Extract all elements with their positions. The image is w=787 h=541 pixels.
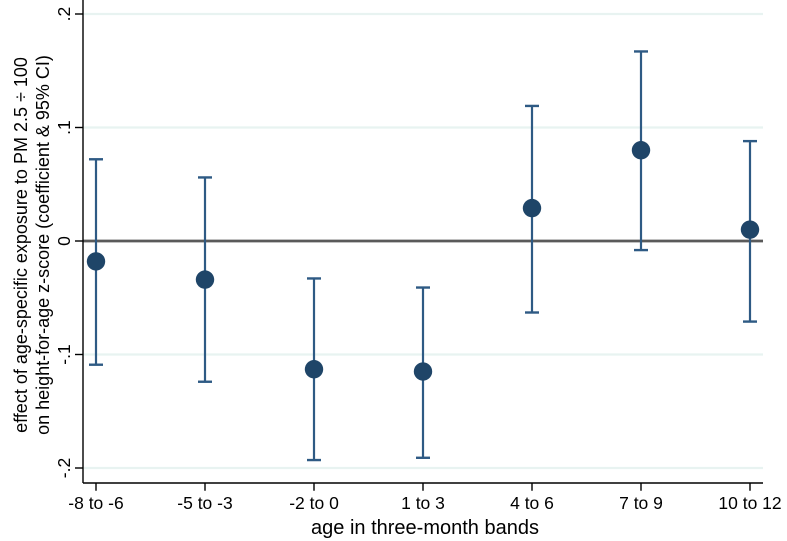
y-tick-label: .2 <box>54 7 74 22</box>
y-tick-label: -.2 <box>54 458 74 478</box>
y-tick-label: -.1 <box>54 344 74 364</box>
coefficient-marker <box>413 362 433 381</box>
x-tick-label: 10 to 12 <box>718 493 781 513</box>
x-tick-label: -5 to -3 <box>177 493 232 513</box>
data-layer <box>86 50 760 462</box>
ticks-layer: .2 .1 0 -.1 -.2 -8 to -6 -5 to -3 -2 to 0 1 to 3… <box>54 7 782 513</box>
x-axis-title: age in three-month bands <box>311 517 539 539</box>
y-tick-label: .1 <box>54 120 74 135</box>
y-axis-title-line1: effect of age-specific exposure to PM 2.… <box>11 57 31 433</box>
x-tick-label: 4 to 6 <box>510 493 554 513</box>
coefficient-marker <box>304 360 324 379</box>
coefficient-marker <box>522 198 542 218</box>
y-tick-label: 0 <box>54 236 74 246</box>
coefficient-marker <box>86 252 106 271</box>
x-tick-label: -8 to -6 <box>68 493 123 513</box>
x-tick-label: 1 to 3 <box>401 493 445 513</box>
x-tick-label: -2 to 0 <box>289 493 339 513</box>
coefficient-marker <box>740 220 760 239</box>
y-axis-title-line2: on height-for-age z-score (coefficient &… <box>33 55 53 435</box>
x-tick-label: 7 to 9 <box>619 493 663 513</box>
coefficient-marker <box>195 270 215 289</box>
coefficient-marker <box>631 141 651 160</box>
